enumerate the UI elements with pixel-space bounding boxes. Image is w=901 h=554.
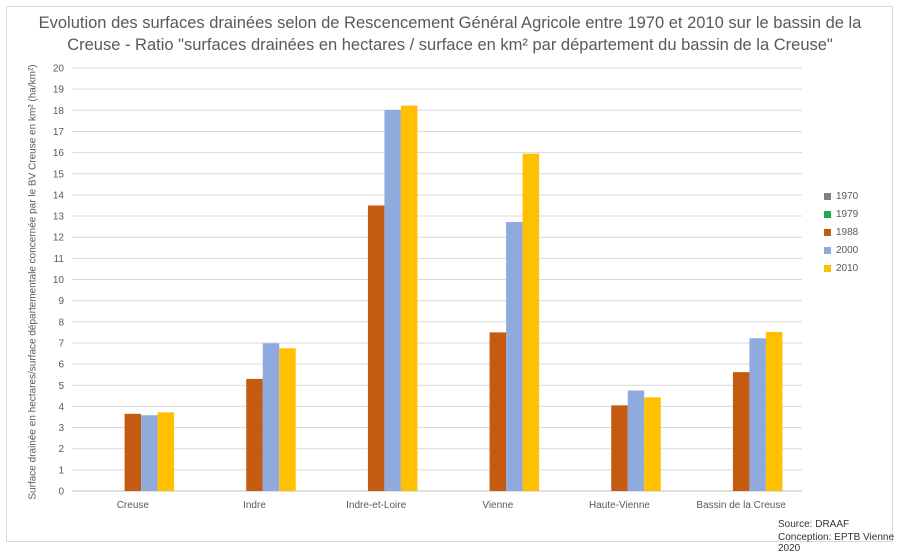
x-tick-label: Indre-et-Loire — [346, 500, 406, 511]
bar-1988 — [246, 378, 263, 491]
y-tick-label: 19 — [53, 85, 65, 96]
bar-2000 — [749, 338, 766, 491]
x-tick-label: Indre — [243, 500, 266, 511]
chart-title: Evolution des surfaces drainées selon de… — [20, 12, 880, 56]
y-tick-label: 9 — [58, 296, 64, 307]
chart-frame — [6, 6, 893, 542]
source-note: Source: DRAAF — [778, 519, 850, 530]
legend-item: 1988 — [824, 223, 858, 241]
y-tick-label: 4 — [58, 402, 64, 413]
y-tick-label: 8 — [58, 317, 64, 328]
bar-2000 — [506, 221, 523, 492]
legend-swatch — [824, 264, 831, 272]
legend-item: 2000 — [824, 241, 858, 259]
bar-1988 — [489, 332, 507, 491]
bar-1988 — [124, 413, 142, 491]
bar-2010 — [400, 105, 418, 491]
legend: 1970 1979 1988 2000 2010 — [824, 187, 858, 277]
bar-1988 — [611, 405, 628, 491]
bar-1988 — [732, 372, 750, 491]
y-tick-label: 12 — [53, 233, 65, 244]
legend-label: 1988 — [836, 226, 859, 238]
y-tick-label: 17 — [53, 127, 65, 138]
legend-label: 2000 — [836, 244, 859, 256]
legend-swatch — [824, 246, 831, 254]
bar-2000 — [262, 343, 280, 491]
x-tick-label: Bassin de la Creuse — [696, 500, 786, 511]
legend-item: 1979 — [824, 205, 858, 223]
legend-label: 2010 — [836, 262, 859, 274]
bar-2010 — [644, 397, 661, 491]
bar-2010 — [765, 331, 783, 491]
legend-item: 2010 — [824, 259, 858, 277]
chart-title-line-2: Creuse - Ratio "surfaces drainées en hec… — [67, 36, 833, 54]
y-tick-label: 5 — [58, 381, 64, 392]
y-tick-label: 13 — [53, 212, 65, 223]
y-tick-label: 16 — [53, 148, 65, 159]
bar-2000 — [627, 390, 645, 491]
y-tick-label: 20 — [53, 64, 65, 75]
conception-note: Conception: EPTB Vienne 2020 — [778, 532, 895, 554]
bar-2010 — [157, 412, 175, 491]
legend-item: 1970 — [824, 187, 858, 205]
legend-label: 1979 — [836, 208, 859, 220]
y-tick-label: 0 — [58, 487, 64, 498]
x-tick-label: Haute-Vienne — [589, 500, 650, 511]
y-tick-label: 6 — [58, 360, 64, 371]
x-tick-label: Creuse — [117, 500, 150, 511]
y-tick-label: 3 — [58, 423, 64, 434]
bar-2010 — [522, 153, 540, 491]
chart-title-line-1: Evolution des surfaces drainées selon de… — [38, 14, 862, 32]
y-tick-label: 14 — [53, 190, 65, 201]
legend-swatch — [824, 210, 831, 218]
y-tick-label: 1 — [58, 465, 64, 476]
bar-2000 — [384, 109, 401, 491]
y-tick-label: 11 — [54, 254, 65, 265]
legend-swatch — [824, 228, 831, 236]
y-tick-label: 2 — [58, 444, 64, 455]
legend-label: 1970 — [836, 190, 859, 202]
y-tick-label: 15 — [53, 169, 65, 180]
y-tick-label: 10 — [53, 275, 65, 286]
legend-swatch — [824, 192, 831, 200]
x-tick-label: Vienne — [482, 500, 513, 511]
y-tick-label: 7 — [58, 338, 64, 349]
bar-2000 — [141, 415, 158, 491]
bar-2010 — [279, 348, 296, 491]
bar-1988 — [367, 205, 385, 491]
y-tick-label: 18 — [53, 106, 65, 117]
